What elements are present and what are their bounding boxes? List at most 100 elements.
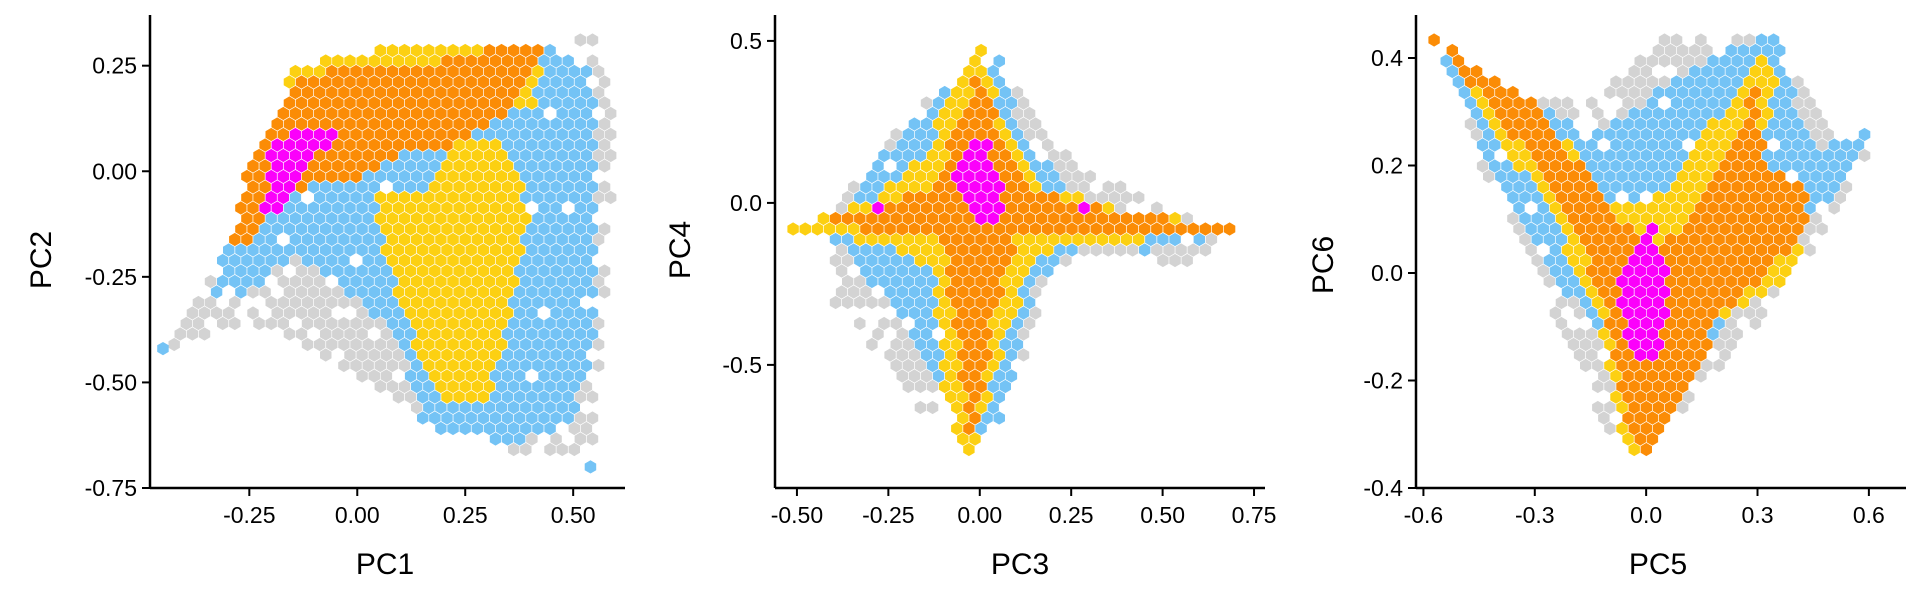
hexbin-cell-orange — [963, 379, 975, 394]
hexbin-cell-orange — [1187, 222, 1199, 236]
hexbin-cell-grey — [1023, 316, 1036, 331]
hexbin-cell-yellow — [1761, 274, 1774, 289]
hexbin-cell-blue — [1537, 201, 1549, 215]
hexbin-cell-blue — [1646, 159, 1659, 173]
hexbin-cell-orange — [1628, 358, 1640, 373]
hexbin-cell-yellow — [332, 54, 344, 68]
hexbin-cell-blue — [229, 253, 241, 268]
hexbin-cell-yellow — [1761, 85, 1774, 100]
hexbin-cell-blue — [526, 138, 538, 152]
hexbin-cell-blue — [896, 138, 908, 152]
hexbin-cell-blue — [550, 222, 562, 236]
hexbin-cell-orange — [1707, 222, 1719, 236]
hexbin-cell-grey — [592, 337, 605, 352]
hexbin-cell-blue — [580, 253, 593, 268]
hexbin-cell-orange — [1670, 306, 1683, 320]
hexbin-cell-yellow — [404, 201, 417, 215]
hexbin-cell-orange — [368, 75, 380, 89]
hexbin-cell-blue — [562, 264, 574, 278]
hexbin-cell-grey — [896, 327, 908, 341]
hexbin-cell-yellow — [1495, 127, 1507, 142]
hexbin-cell-yellow — [417, 348, 429, 362]
hexbin-cell-blue — [568, 190, 580, 205]
hexbin-cell-blue — [538, 201, 550, 215]
hexbin-cell-orange — [1616, 358, 1628, 373]
hexbin-cell-orange — [386, 106, 399, 121]
hexbin-cell-orange — [1616, 232, 1628, 247]
hexbin-cell-blue — [380, 264, 393, 278]
hexbin-cell-orange — [259, 159, 271, 173]
hexbin-cell-yellow — [459, 211, 471, 226]
hexbin-cell-magenta — [987, 169, 999, 184]
hexbin-cell-yellow — [398, 190, 411, 205]
hexbin-cell-blue — [556, 148, 568, 163]
hexbin-cell-blue — [538, 54, 550, 68]
hexbin-cell-orange — [1634, 369, 1646, 383]
hexbin-cell-yellow — [1604, 358, 1616, 373]
hexbin-cell-orange — [1604, 274, 1616, 289]
hexbin-cell-yellow — [465, 264, 477, 278]
hexbin-cell-grey — [289, 295, 302, 310]
hexbin-cell-grey — [320, 306, 332, 320]
hexbin-cell-orange — [1725, 169, 1737, 184]
hexbin-cell-blue — [884, 243, 896, 257]
panel-pc5-pc6: -0.6 -0.3 0.0 0.3 0.6-0.4-0.20.00.20.4 PC5 P… — [1307, 15, 1906, 581]
hexbin-cell-blue — [1780, 138, 1792, 152]
hexbin-cell-grey — [1725, 337, 1737, 352]
hexbin-cell-blue — [556, 253, 568, 268]
hexbin-cell-grey — [1054, 159, 1066, 173]
hexbin-cell-blue — [520, 274, 532, 289]
hexbin-cell-grey — [1102, 243, 1115, 257]
hexbin-cell-orange — [1175, 222, 1187, 236]
hexbin-cell-blue — [926, 337, 939, 352]
hexbin-cell-yellow — [435, 295, 447, 310]
hexbin-cell-orange — [253, 148, 265, 163]
hexbin-cell-blue — [550, 54, 562, 68]
hexbin-cell-blue — [1798, 127, 1810, 142]
hexbin-cell-grey — [404, 390, 417, 404]
hexbin-cell-yellow — [957, 432, 969, 446]
hexbin-cell-orange — [1616, 253, 1628, 268]
hexbin-cell-magenta — [951, 169, 963, 184]
hexbin-cell-blue — [356, 264, 368, 278]
hexbin-cell-blue — [568, 379, 580, 394]
hexbin-cell-yellow — [1120, 232, 1133, 247]
hexbin-cell-grey — [884, 138, 896, 152]
hexbin-cell-orange — [1054, 201, 1066, 215]
hexbin-cell-orange — [969, 117, 981, 131]
hexbin-cell-blue — [556, 64, 568, 79]
hexbin-cell-blue — [1029, 159, 1042, 173]
hexbin-cell-blue — [1689, 106, 1701, 121]
hexbin-cell-blue — [520, 190, 532, 205]
hexbin-cell-magenta — [1658, 264, 1671, 278]
hexbin-cell-blue — [326, 232, 338, 247]
hexbin-cell-orange — [1677, 295, 1689, 310]
hexbin-cell-orange — [247, 201, 259, 215]
hexbin-cell-orange — [1767, 222, 1780, 236]
hexbin-cell-grey — [842, 274, 854, 289]
hexbin-cell-grey — [1804, 117, 1816, 131]
hexbin-cell-magenta — [1640, 253, 1652, 268]
hexbin-cell-blue — [417, 411, 429, 425]
hexbin-cell-grey — [289, 274, 302, 289]
hexbin-cell-orange — [981, 264, 993, 278]
hexbin-cell-orange — [411, 85, 423, 100]
hexbin-cell-blue — [999, 337, 1011, 352]
hexbin-cell-yellow — [866, 232, 878, 247]
hexbin-cell-grey — [1084, 169, 1096, 184]
hexbin-cell-blue — [580, 211, 593, 226]
hexbin-cell-yellow — [495, 253, 508, 268]
hexbin-cell-blue — [1822, 148, 1834, 163]
hexbin-cell-grey — [829, 253, 842, 268]
hexbin-cell-orange — [1792, 201, 1804, 215]
hexbin-cell-orange — [1017, 222, 1030, 236]
hexbin-cell-orange — [1652, 379, 1665, 394]
hexbin-cell-blue — [1592, 148, 1604, 163]
hexbin-cell-orange — [441, 96, 453, 110]
hexbin-cell-orange — [1446, 43, 1458, 58]
hexbin-cell-magenta — [1634, 348, 1646, 362]
hexbin-cell-grey — [1090, 243, 1102, 257]
hexbin-cell-yellow — [453, 159, 465, 173]
hexbin-cell-blue — [562, 138, 574, 152]
hexbin-cell-magenta — [1634, 306, 1646, 320]
